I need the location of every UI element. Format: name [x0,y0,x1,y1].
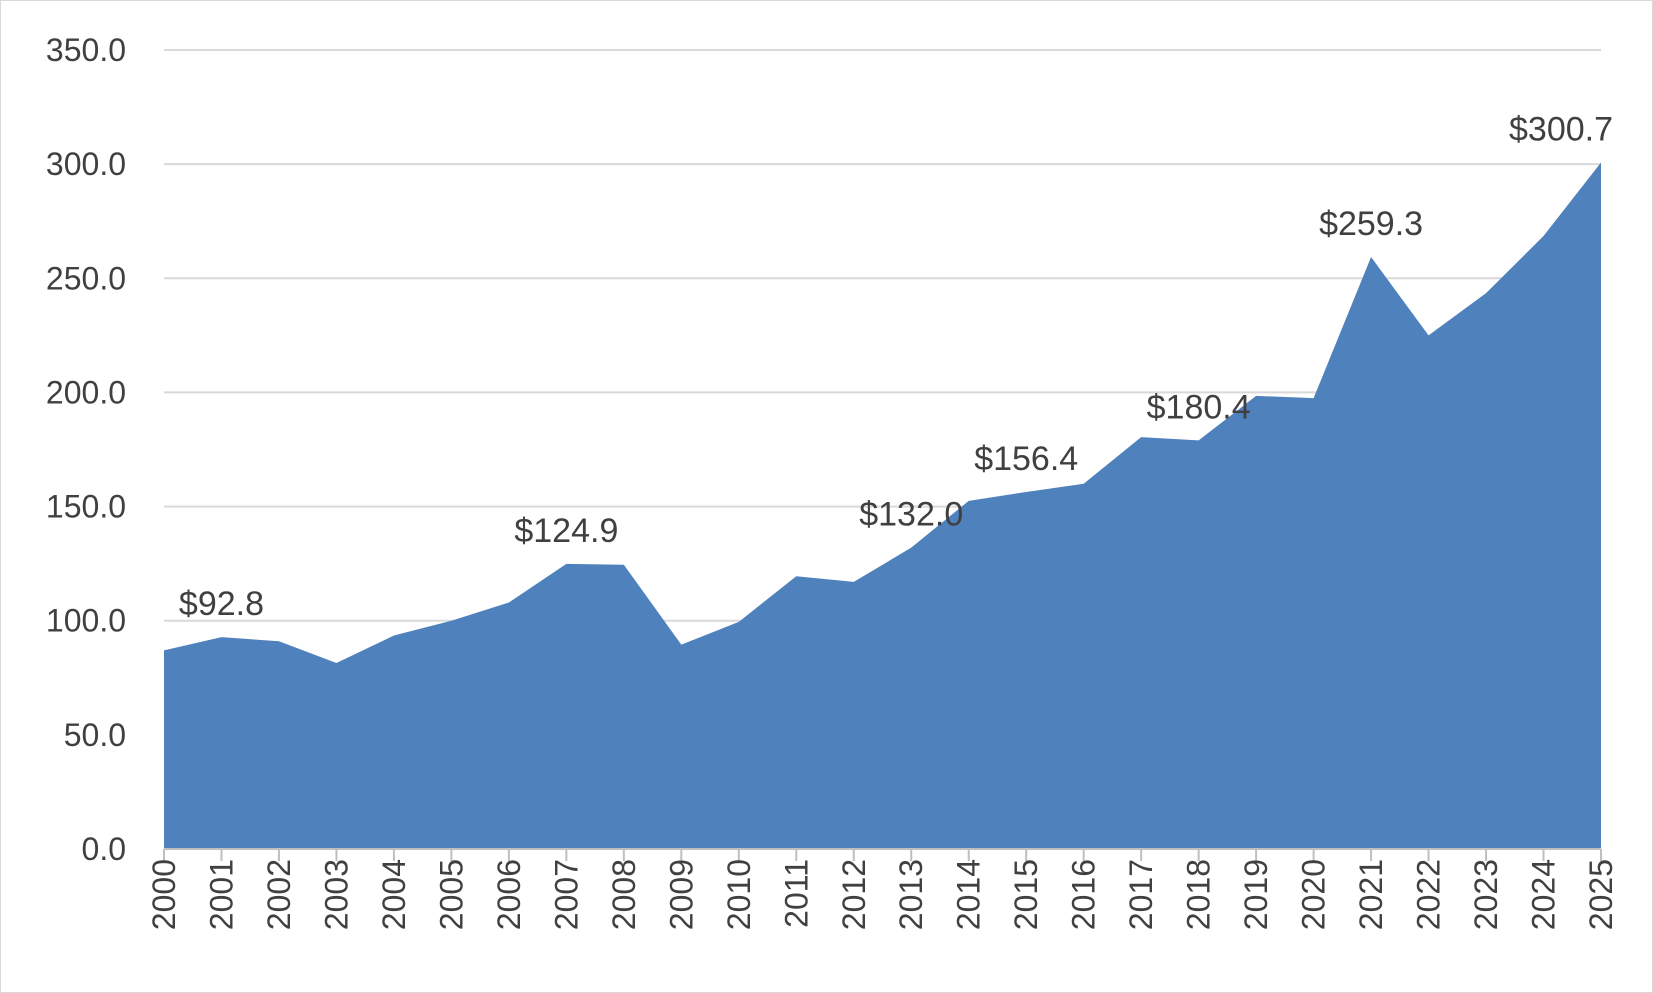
x-tick-label: 2010 [721,859,757,930]
gridlines [164,49,1601,736]
y-tick-label: 200.0 [46,374,126,410]
x-tick-label: 2011 [778,859,814,928]
area-fill [164,162,1601,849]
x-tick-label: 2019 [1238,859,1274,930]
x-tick-label: 2024 [1526,859,1562,930]
x-tick-label: 2022 [1411,859,1447,930]
y-tick-label: 300.0 [46,146,126,182]
data-label-2001: $92.8 [179,585,264,623]
x-tick-label: 2014 [951,859,987,930]
x-tick-label: 2015 [1008,859,1044,930]
x-tick-label: 2012 [836,859,872,930]
x-tick-label: 2023 [1468,859,1504,930]
y-tick-label: 50.0 [64,717,126,753]
x-tick-label: 2013 [893,859,929,930]
x-tick-label: 2001 [203,859,239,930]
x-tick-label: 2002 [261,859,297,930]
y-axis-tick-labels: 0.0 50.0 100.0 150.0 200.0 250.0 300.0 350.0 [46,32,126,867]
x-tick-label: 2016 [1066,859,1102,930]
x-tick-label: 2007 [548,859,584,930]
y-tick-label: 250.0 [46,260,126,296]
x-tick-label: 2005 [433,859,469,930]
x-tick-label: 2021 [1353,859,1389,930]
data-label-2007: $124.9 [514,512,618,550]
x-tick-label: 2004 [376,859,412,930]
x-axis [163,848,1602,861]
y-tick-label: 350.0 [46,32,126,68]
x-axis-tick-labels: 2000 2001 2002 2003 2004 2005 2006 2007 2008 2009… [146,859,1619,930]
y-tick-label: 150.0 [46,489,126,525]
x-tick-label: 2000 [146,859,182,930]
x-tick-label: 2025 [1583,859,1619,930]
x-tick-label: 2017 [1123,859,1159,930]
y-tick-label: 0.0 [82,831,126,867]
area-series [163,162,1602,849]
x-tick-label: 2009 [663,859,699,930]
data-label-2015: $156.4 [974,440,1078,478]
data-label-2013: $132.0 [859,496,963,534]
data-labels: $92.8 $124.9 $132.0 $156.4 $180.4 $259.3 $300.… [179,111,1613,624]
y-tick-label: 100.0 [46,603,126,639]
x-tick-label: 2018 [1181,859,1217,930]
data-label-2018: $180.4 [1147,388,1251,426]
x-tick-label: 2006 [491,859,527,930]
x-tick-label: 2020 [1296,859,1332,930]
data-label-2025: $300.7 [1509,111,1613,149]
data-label-2021: $259.3 [1319,205,1423,243]
x-tick-label: 2003 [318,859,354,930]
x-tick-label: 2008 [606,859,642,930]
